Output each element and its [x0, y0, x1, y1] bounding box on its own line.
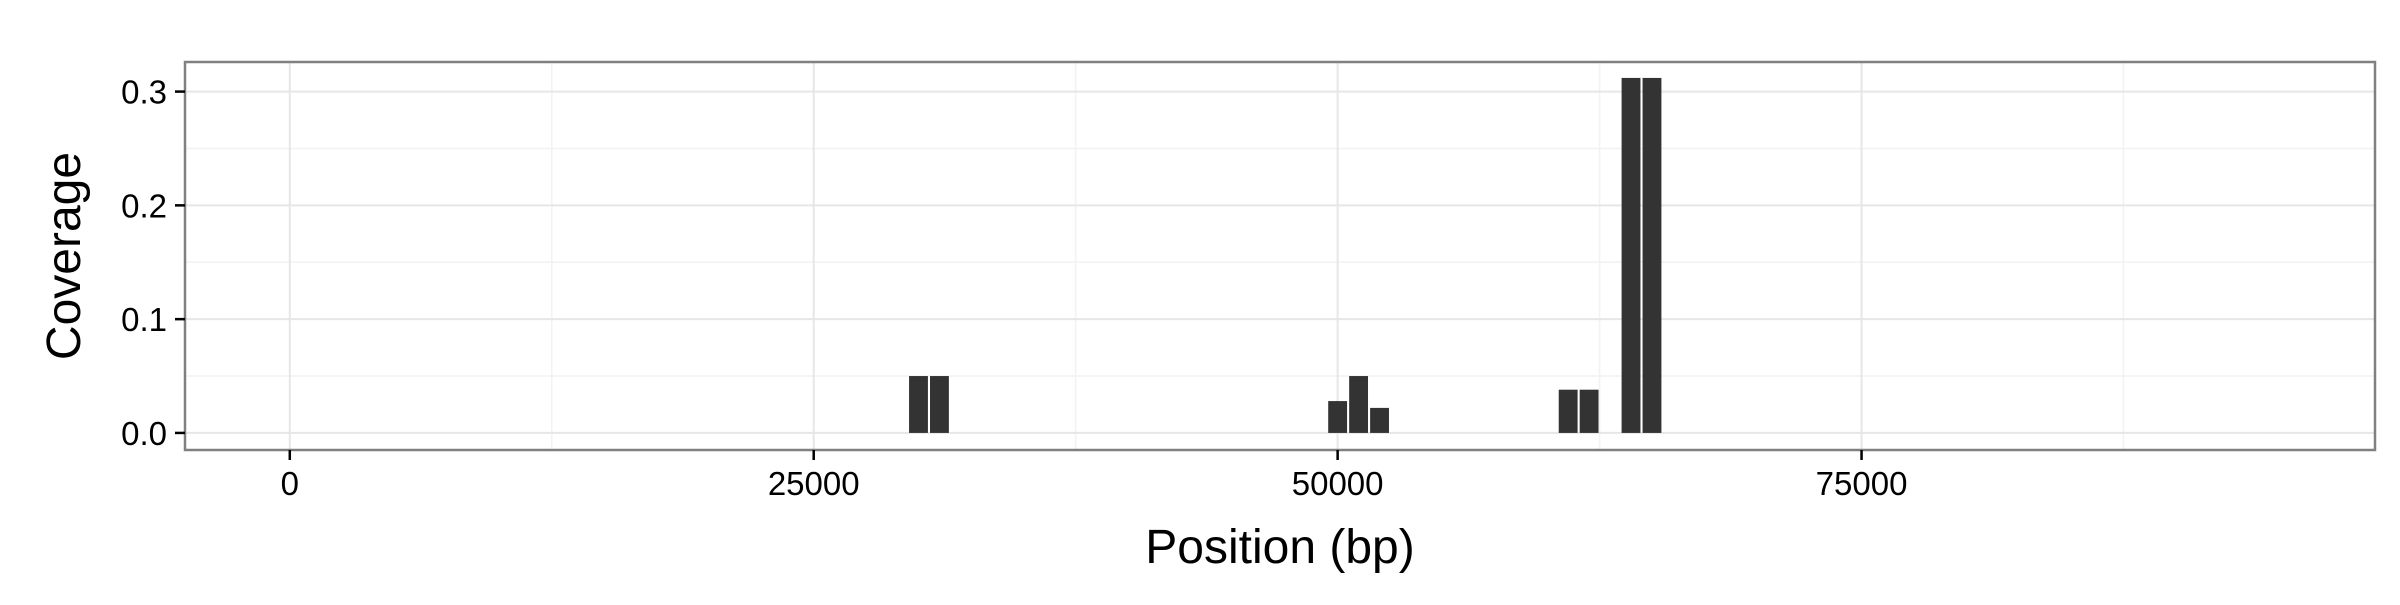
x-tick-label: 50000	[1292, 465, 1384, 502]
y-axis-title: Coverage	[38, 152, 91, 360]
y-tick-label: 0.3	[121, 74, 167, 111]
y-tick-label: 0.1	[121, 301, 167, 338]
y-tick-label: 0.2	[121, 187, 167, 224]
x-tick-label: 25000	[768, 465, 860, 502]
coverage-bar	[1558, 389, 1578, 433]
panel-border	[183, 60, 2377, 452]
x-tick-label: 75000	[1816, 465, 1908, 502]
y-tick-label: 0.0	[121, 415, 167, 452]
coverage-bar	[930, 376, 949, 433]
coverage-bar	[1328, 401, 1348, 433]
coverage-bar	[1642, 77, 1662, 433]
coverage-bar	[1579, 389, 1599, 433]
ticks-layer: 0 25000 50000 75000 0.0 0.1 0.2 0.3	[121, 74, 1907, 502]
panel-background	[185, 62, 2375, 450]
grid-layer	[185, 62, 2375, 450]
x-tick-label: 0	[281, 465, 299, 502]
coverage-bar	[1621, 77, 1641, 433]
coverage-bar	[1370, 407, 1389, 433]
x-axis-title: Position (bp)	[1145, 521, 1414, 574]
bars-layer	[909, 77, 1662, 433]
coverage-bar	[1349, 376, 1369, 433]
coverage-bar	[909, 376, 928, 433]
